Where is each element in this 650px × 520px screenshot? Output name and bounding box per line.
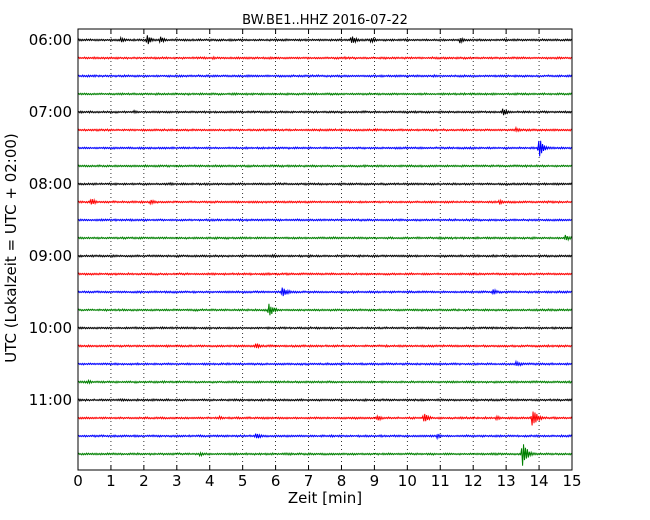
y-tick-label: 10:00 (29, 319, 72, 337)
x-tick-label: 15 (562, 472, 581, 490)
y-axis-label: UTC (Lokalzeit = UTC + 02:00) (2, 133, 20, 363)
x-axis-label: Zeit [min] (288, 489, 362, 507)
trace-1015 (77, 343, 573, 350)
trace-0815 (77, 198, 573, 206)
x-tick-label: 13 (497, 472, 516, 490)
x-tick-label: 8 (337, 472, 347, 490)
x-tick-label: 3 (172, 472, 182, 490)
axis-ticks: 0 1 2 3 4 5 6 7 8 9 10 11 12 13 14 1506:0007:0008:0009:… (29, 29, 582, 490)
trace-0800 (77, 181, 573, 187)
trace-1130 (77, 433, 573, 441)
trace-0745 (77, 163, 573, 169)
x-tick-label: 11 (431, 472, 450, 490)
x-tick-label: 14 (530, 472, 549, 490)
x-tick-label: 1 (106, 472, 116, 490)
trace-1100 (77, 397, 573, 403)
trace-0730 (77, 140, 573, 157)
x-tick-label: 10 (398, 472, 417, 490)
trace-1145 (77, 444, 573, 466)
trace-0945 (77, 303, 573, 316)
seismogram-traces (77, 35, 573, 466)
trace-0715 (77, 125, 573, 133)
x-tick-label: 6 (271, 472, 281, 490)
x-tick-label: 12 (464, 472, 483, 490)
trace-0645 (77, 92, 573, 97)
x-tick-label: 7 (304, 472, 314, 490)
x-tick-label: 4 (205, 472, 215, 490)
trace-0630 (77, 73, 573, 79)
trace-0615 (77, 55, 573, 61)
trace-0915 (77, 271, 573, 277)
plot-background (78, 29, 572, 470)
y-tick-label: 07:00 (29, 103, 72, 121)
trace-0830 (77, 217, 573, 223)
vertical-grid (110, 29, 540, 470)
y-tick-label: 11:00 (29, 391, 72, 409)
trace-0930 (77, 287, 573, 297)
x-tick-label: 0 (73, 472, 83, 490)
trace-0600 (77, 35, 573, 45)
y-tick-label: 09:00 (29, 247, 72, 265)
trace-0845 (77, 234, 573, 242)
plot-frame (77, 28, 573, 471)
x-tick-label: 9 (370, 472, 380, 490)
x-tick-label: 2 (139, 472, 149, 490)
y-tick-label: 06:00 (29, 31, 72, 49)
trace-1045 (77, 378, 573, 385)
trace-0700 (77, 108, 573, 116)
trace-1115 (77, 411, 573, 426)
trace-0900 (77, 253, 573, 259)
trace-1030 (77, 359, 573, 367)
chart-title: BW.BE1..HHZ 2016-07-22 (242, 13, 408, 28)
y-tick-label: 08:00 (29, 175, 72, 193)
trace-1000 (77, 325, 573, 331)
x-tick-label: 5 (238, 472, 248, 490)
